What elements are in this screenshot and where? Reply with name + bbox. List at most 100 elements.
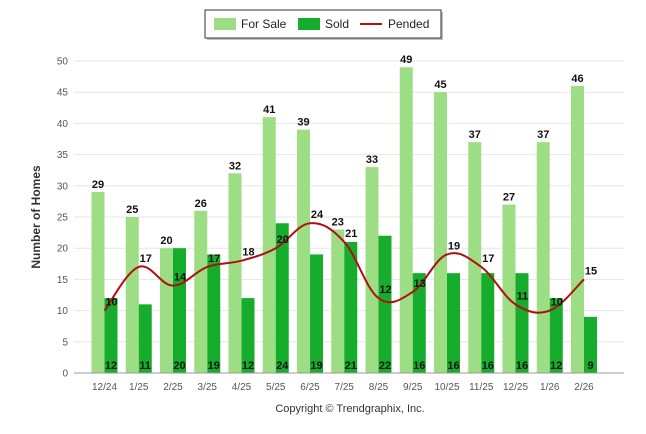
pended-value-label: 18 — [242, 247, 254, 259]
for-sale-bar[interactable] — [297, 129, 310, 373]
for-sale-bar[interactable] — [125, 217, 139, 373]
sold-value-label: 24 — [276, 360, 289, 372]
pended-value-label: 10 — [551, 297, 563, 309]
pended-value-label: 15 — [585, 265, 597, 277]
sold-bar[interactable] — [173, 248, 186, 373]
legend-label-for-sale[interactable]: For Sale — [241, 17, 287, 31]
for-sale-value-label: 39 — [297, 117, 309, 129]
x-tick-label: 3/25 — [198, 382, 218, 393]
legend-label-pended[interactable]: Pended — [388, 17, 429, 31]
for-sale-bar[interactable] — [571, 85, 584, 374]
y-tick-label: 40 — [57, 119, 69, 130]
sold-value-label: 9 — [587, 360, 593, 372]
y-tick-label: 5 — [62, 337, 68, 348]
sold-bar[interactable] — [584, 316, 597, 373]
for-sale-value-label: 49 — [400, 54, 412, 66]
y-tick-label: 20 — [57, 244, 69, 255]
for-sale-value-label: 41 — [263, 104, 275, 116]
pended-value-label: 17 — [208, 253, 220, 265]
x-tick-label: 12/24 — [92, 382, 117, 393]
x-tick-label: 10/25 — [434, 382, 459, 393]
for-sale-bar[interactable] — [434, 92, 447, 373]
for-sale-value-label: 45 — [434, 79, 446, 91]
for-sale-value-label: 20 — [160, 235, 172, 247]
sold-bar[interactable] — [207, 254, 221, 373]
sold-bar[interactable] — [344, 241, 358, 373]
sold-bar[interactable] — [412, 273, 426, 373]
sold-value-label: 19 — [208, 360, 220, 372]
x-tick-label: 8/25 — [369, 382, 389, 393]
legend-box — [204, 9, 442, 39]
for-sale-value-label: 25 — [126, 204, 138, 216]
pended-value-label: 11 — [517, 290, 529, 302]
y-tick-label: 45 — [57, 88, 69, 99]
x-tick-label: 6/25 — [300, 382, 320, 393]
legend-label-sold[interactable]: Sold — [325, 17, 349, 31]
sold-bar[interactable] — [275, 223, 289, 373]
for-sale-value-label: 23 — [332, 216, 344, 228]
for-sale-bar[interactable] — [399, 67, 413, 374]
pended-value-label: 12 — [379, 284, 391, 296]
for-sale-value-label: 33 — [366, 154, 378, 166]
sold-bar[interactable] — [447, 273, 460, 373]
sold-value-label: 21 — [345, 360, 357, 372]
y-tick-label: 15 — [57, 275, 69, 286]
for-sale-bar[interactable] — [262, 117, 276, 373]
x-tick-label: 1/26 — [540, 382, 560, 393]
pended-line[interactable] — [103, 222, 585, 314]
x-tick-label: 9/25 — [403, 382, 423, 393]
legend[interactable]: For Sale Sold Pended — [204, 9, 443, 40]
sold-value-label: 20 — [173, 360, 185, 372]
for-sale-bar[interactable] — [91, 192, 105, 373]
sold-bar[interactable] — [104, 298, 118, 373]
x-tick-label: 11/25 — [469, 382, 494, 393]
x-tick-label: 2/25 — [163, 382, 183, 393]
y-axis-title: Number of Homes — [29, 165, 43, 269]
x-tick-label: 4/25 — [232, 382, 252, 393]
for-sale-bar[interactable] — [468, 142, 482, 373]
axes: 0 5 10 15 20 25 30 35 40 45 50 12/24 1/25 2/25 3/25 4/2… — [57, 57, 624, 393]
for-sale-bar[interactable] — [365, 167, 379, 373]
for-sale-value-label: 27 — [503, 192, 515, 204]
pended-value-label: 20 — [277, 234, 289, 246]
sold-bar[interactable] — [481, 273, 495, 373]
y-tick-label: 30 — [57, 181, 69, 192]
data-labels: 29 25 20 26 32 41 39 23 33 49 45 37 27 37 46 10 17 14 17 18… — [92, 54, 597, 372]
sold-value-label: 22 — [379, 360, 391, 372]
legend-swatch-for-sale[interactable] — [214, 18, 236, 30]
sold-value-label: 12 — [550, 360, 562, 372]
y-tick-label: 10 — [57, 306, 69, 317]
for-sale-bar[interactable] — [194, 210, 208, 373]
for-sale-bar[interactable] — [331, 229, 345, 373]
pended-value-label: 17 — [140, 253, 152, 265]
sold-value-label: 12 — [242, 360, 254, 372]
sold-bar[interactable] — [138, 304, 152, 373]
pended-value-label: 14 — [174, 272, 187, 284]
sold-bar[interactable] — [549, 298, 563, 373]
x-tick-label: 2/26 — [574, 382, 594, 393]
for-sale-value-label: 26 — [195, 198, 207, 210]
sold-value-label: 16 — [447, 360, 459, 372]
sold-bar[interactable] — [378, 235, 392, 373]
sold-bar[interactable] — [310, 254, 323, 373]
for-sale-bar[interactable] — [502, 204, 516, 373]
for-sale-bar[interactable] — [228, 173, 242, 373]
pended-value-label: 10 — [105, 297, 117, 309]
sold-bar[interactable] — [515, 273, 529, 373]
for-sale-value-label: 37 — [537, 129, 549, 141]
legend-swatch-sold[interactable] — [298, 18, 320, 30]
pended-value-label: 19 — [448, 240, 460, 252]
x-tick-label: 1/25 — [129, 382, 149, 393]
for-sale-bar[interactable] — [536, 142, 550, 373]
y-tick-label: 0 — [62, 369, 68, 380]
sold-bar[interactable] — [241, 298, 255, 373]
for-sale-value-label: 46 — [571, 73, 583, 85]
for-sale-value-label: 37 — [469, 129, 481, 141]
pended-value-label: 24 — [311, 209, 324, 221]
y-tick-label: 50 — [57, 57, 69, 68]
for-sale-bar[interactable] — [160, 248, 173, 373]
y-tick-label: 35 — [57, 150, 69, 161]
sold-value-label: 12 — [105, 360, 117, 372]
